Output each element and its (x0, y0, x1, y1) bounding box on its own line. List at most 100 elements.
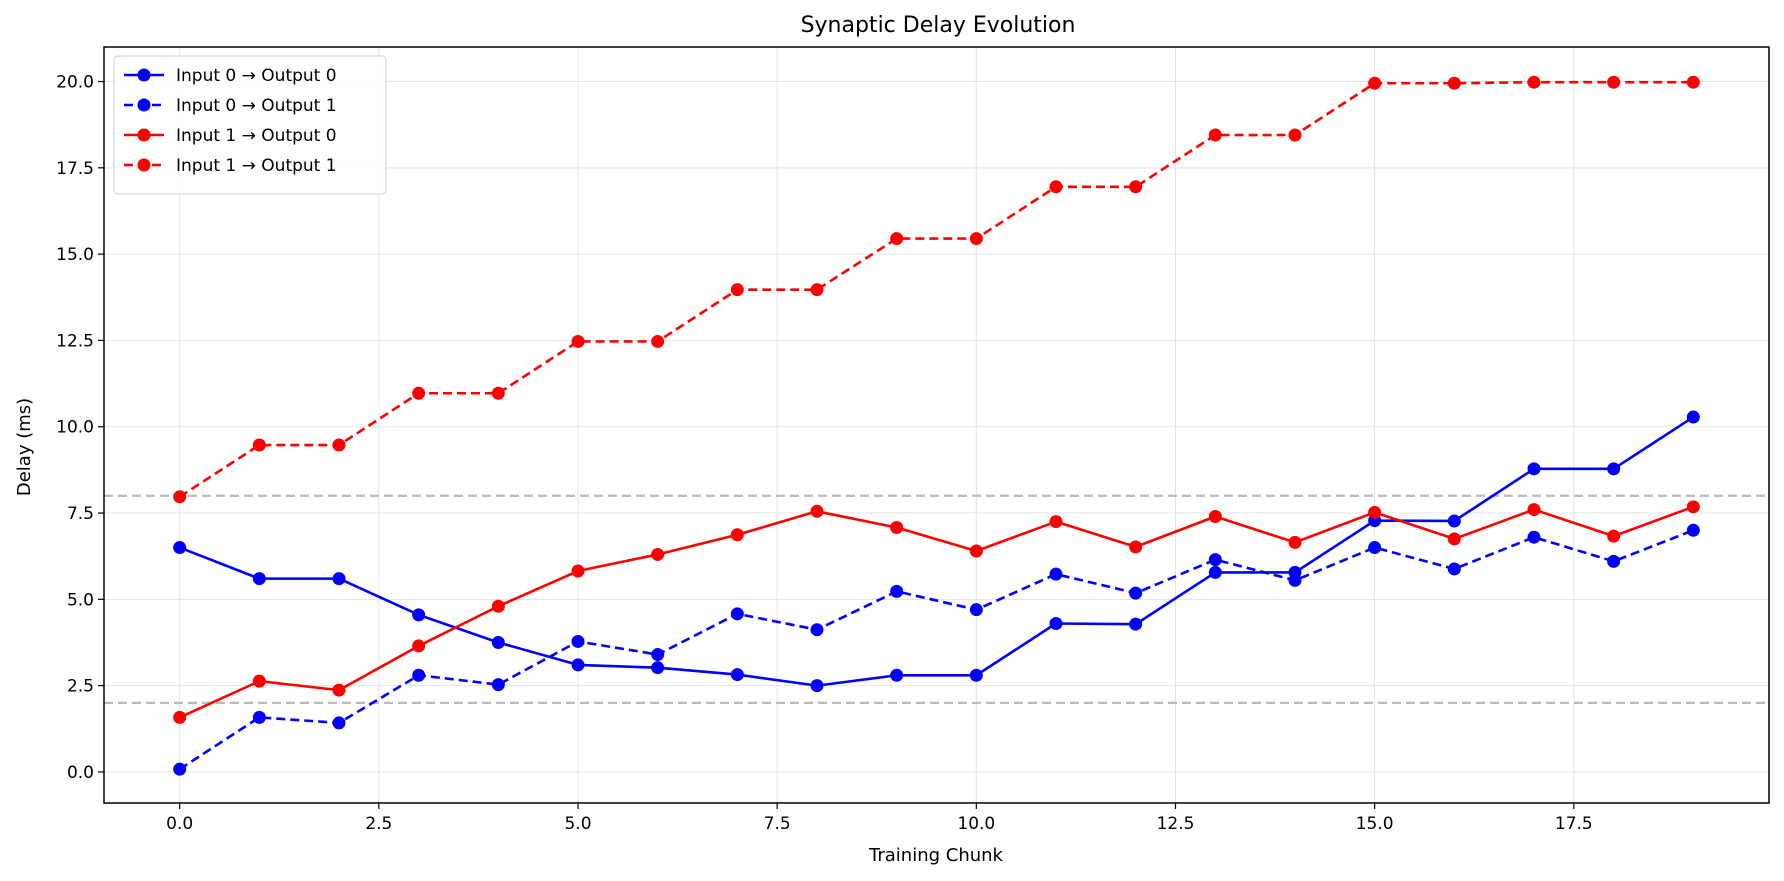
data-point (1607, 462, 1621, 476)
data-point (1049, 515, 1063, 529)
data-point (730, 528, 744, 542)
y-tick-label: 7.5 (67, 504, 94, 524)
y-axis-ticks: 0.0 2.5 5.0 7.5 10.0 12.5 15.0 17.5 20.0 (56, 73, 104, 783)
legend-label: Input 0 → Output 1 (176, 96, 337, 116)
data-point (1288, 535, 1302, 549)
series-layer (173, 75, 1700, 776)
data-point (1208, 128, 1222, 142)
data-point (1527, 462, 1541, 476)
data-point (571, 658, 585, 672)
data-point (1129, 540, 1143, 554)
data-point (1686, 75, 1700, 89)
data-point (252, 572, 266, 586)
legend: Input 0 → Output 0 Input 0 → Output 1 Inpu… (113, 55, 387, 195)
data-point (332, 438, 346, 452)
plot-area-frame (103, 46, 1770, 804)
legend-label: Input 1 → Output 1 (176, 156, 337, 176)
data-point (890, 668, 904, 682)
data-point (1686, 523, 1700, 537)
series-line (179, 415, 1695, 687)
series-line (178, 529, 1694, 771)
data-point (173, 541, 187, 555)
x-tick-label: 10.0 (957, 814, 995, 834)
x-axis-ticks: 0.0 2.5 5.0 7.5 10.0 12.5 15.0 17.5 (166, 803, 1593, 834)
legend-label: Input 0 → Output 0 (176, 66, 337, 86)
data-point (730, 668, 744, 682)
legend-marker (137, 98, 151, 112)
data-point (1368, 541, 1382, 555)
y-tick-label: 5.0 (67, 590, 94, 610)
data-point (332, 716, 346, 730)
data-point (1288, 573, 1302, 587)
x-tick-label: 17.5 (1555, 814, 1593, 834)
y-tick-label: 2.5 (67, 677, 94, 697)
data-point (810, 679, 824, 693)
data-point (491, 635, 505, 649)
data-point (810, 623, 824, 637)
data-point (412, 386, 426, 400)
x-tick-label: 5.0 (564, 814, 591, 834)
data-point (1288, 128, 1302, 142)
data-point (1208, 509, 1222, 523)
y-tick-label: 20.0 (56, 73, 94, 93)
x-tick-label: 15.0 (1356, 814, 1394, 834)
data-point (1447, 514, 1461, 528)
data-point (252, 438, 266, 452)
data-point (1527, 503, 1541, 517)
data-point (890, 521, 904, 535)
legend-marker (137, 68, 151, 82)
data-point (1527, 530, 1541, 544)
data-point (1049, 180, 1063, 194)
data-point (969, 232, 983, 246)
data-point (1049, 616, 1063, 630)
data-point (1447, 76, 1461, 90)
data-point (173, 762, 187, 776)
legend-box (113, 55, 387, 195)
data-point (173, 490, 187, 504)
data-point (890, 584, 904, 598)
data-point (1368, 505, 1382, 519)
data-point (969, 544, 983, 558)
x-tick-label: 12.5 (1157, 814, 1195, 834)
data-point (1686, 500, 1700, 514)
data-point (651, 661, 665, 675)
data-point (651, 648, 665, 662)
series-3 (173, 500, 1700, 724)
x-tick-label: 0.0 (166, 814, 193, 834)
data-point (651, 334, 665, 348)
data-point (1607, 75, 1621, 89)
data-point (173, 710, 187, 724)
x-axis-title: Training Chunk (868, 845, 1004, 866)
data-point (412, 608, 426, 622)
data-point (252, 710, 266, 724)
data-point (730, 283, 744, 297)
data-point (651, 547, 665, 561)
data-point (890, 232, 904, 246)
series-2 (173, 523, 1700, 776)
data-point (1129, 617, 1143, 631)
legend-marker (137, 158, 151, 172)
data-point (810, 283, 824, 297)
data-point (1607, 529, 1621, 543)
data-point (491, 599, 505, 613)
data-point (491, 678, 505, 692)
data-point (571, 334, 585, 348)
y-tick-label: 12.5 (56, 331, 94, 351)
x-tick-label: 2.5 (365, 814, 392, 834)
y-tick-label: 0.0 (67, 763, 94, 783)
data-point (810, 504, 824, 518)
data-point (332, 683, 346, 697)
y-axis-title: Delay (ms) (14, 398, 35, 496)
chart-title: Synaptic Delay Evolution (801, 13, 1076, 38)
data-point (252, 674, 266, 688)
data-point (571, 564, 585, 578)
data-point (1129, 180, 1143, 194)
data-point (730, 607, 744, 621)
data-point (969, 668, 983, 682)
data-point (1527, 75, 1541, 89)
data-point (412, 639, 426, 653)
data-point (412, 668, 426, 682)
data-point (1368, 76, 1382, 90)
y-tick-label: 10.0 (56, 418, 94, 438)
